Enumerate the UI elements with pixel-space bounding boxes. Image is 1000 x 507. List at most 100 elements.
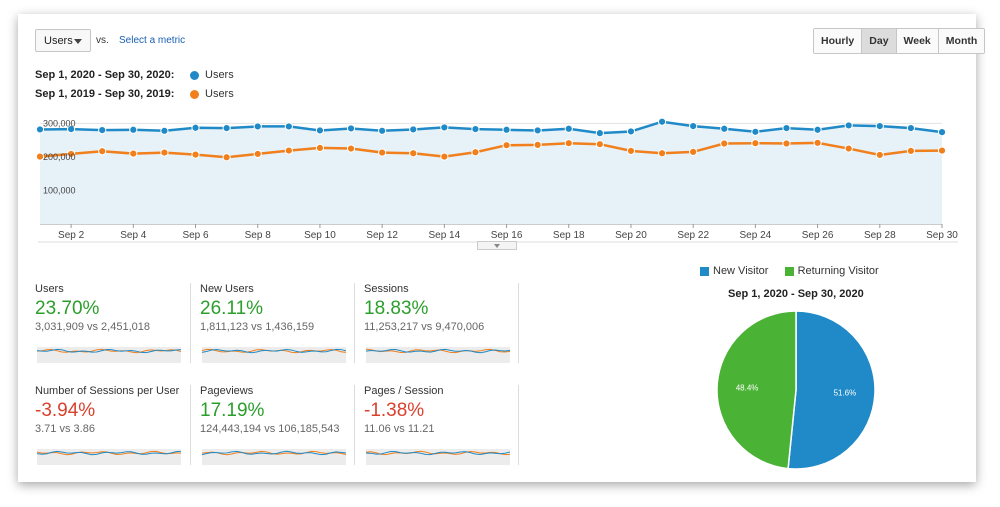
data-point-current[interactable] (875, 121, 884, 131)
data-point-previous[interactable] (595, 140, 604, 149)
data-point-current[interactable] (284, 122, 293, 131)
data-point-current[interactable] (720, 124, 729, 133)
data-point-previous[interactable] (875, 150, 884, 160)
sparkline-current (201, 348, 346, 354)
data-point-current[interactable] (564, 124, 573, 133)
data-point-current[interactable] (533, 126, 542, 135)
data-point-current[interactable] (689, 121, 698, 131)
scorecard-sparkline (201, 449, 346, 465)
data-point-current[interactable] (906, 124, 915, 133)
scorecard[interactable]: Pages / Session -1.38% 11.06 vs 11.21 (364, 385, 514, 465)
metric-dropdown[interactable]: Users (35, 29, 91, 52)
scorecard-sparkline (36, 347, 181, 363)
x-tick-label: Sep 12 (366, 230, 398, 241)
data-point-current[interactable] (813, 125, 822, 134)
granularity-day-button[interactable]: Day (861, 29, 896, 53)
data-point-previous[interactable] (720, 139, 729, 148)
select-metric-link[interactable]: Select a metric (119, 35, 186, 46)
granularity-toggle: Hourly Day Week Month (813, 28, 986, 54)
data-point-previous[interactable] (440, 152, 449, 161)
data-point-current[interactable] (782, 124, 791, 133)
data-point-previous[interactable] (67, 149, 76, 159)
sparkline-current (365, 348, 510, 354)
data-point-current[interactable] (657, 117, 667, 126)
granularity-hourly-button[interactable]: Hourly (814, 29, 862, 53)
data-point-previous[interactable] (502, 141, 511, 150)
scorecard-change-percent: 17.19% (200, 400, 265, 421)
data-point-previous[interactable] (191, 150, 200, 159)
x-tick-label: Sep 28 (864, 230, 896, 241)
data-point-previous[interactable] (253, 149, 262, 159)
legend-previous-label: Users (205, 88, 234, 100)
data-point-previous[interactable] (626, 146, 636, 156)
data-point-previous[interactable] (844, 144, 853, 153)
data-point-previous[interactable] (346, 144, 356, 153)
data-point-previous[interactable] (378, 148, 387, 157)
data-point-previous[interactable] (937, 146, 947, 155)
data-point-previous[interactable] (35, 152, 45, 161)
data-point-current[interactable] (315, 126, 325, 135)
users-line-chart: 300,000 200,000 100,000 Sep 2 Sep 4 Sep 6 Sep … (35, 117, 958, 243)
data-point-previous[interactable] (315, 143, 325, 152)
data-point-previous[interactable] (129, 149, 138, 158)
data-point-current[interactable] (502, 125, 511, 134)
legend-dot-previous (190, 89, 199, 99)
data-point-current[interactable] (222, 124, 231, 133)
scorecard[interactable]: New Users 26.11% 1,811,123 vs 1,436,159 (200, 283, 350, 363)
data-point-current[interactable] (626, 127, 636, 136)
data-point-current[interactable] (937, 128, 947, 137)
data-point-current[interactable] (595, 129, 604, 138)
data-point-previous[interactable] (689, 147, 698, 157)
scorecard[interactable]: Pageviews 17.19% 124,443,194 vs 106,185,54… (200, 385, 350, 465)
data-point-previous[interactable] (98, 147, 107, 156)
data-point-previous[interactable] (657, 149, 667, 158)
data-point-current[interactable] (160, 126, 169, 135)
scorecard[interactable]: Number of Sessions per User -3.94% 3.71 vs… (35, 385, 185, 465)
data-point-current[interactable] (378, 126, 387, 135)
chart-collapse-handle[interactable] (477, 241, 517, 250)
legend-swatch-new (700, 266, 709, 276)
scorecard[interactable]: Sessions 18.83% 11,253,217 vs 9,470,006 (364, 283, 514, 363)
series-line-previous (39, 141, 943, 159)
scorecard-change-percent: 26.11% (200, 298, 264, 319)
data-point-previous[interactable] (533, 140, 542, 149)
scorecard-comparison: 11,253,217 vs 9,470,006 (364, 321, 485, 333)
scorecard-comparison: 124,443,194 vs 106,185,543 (200, 423, 340, 435)
data-point-current[interactable] (844, 121, 853, 130)
y-tick-label: 100,000 (43, 185, 76, 195)
data-point-current[interactable] (440, 123, 449, 132)
data-point-current[interactable] (346, 124, 356, 133)
data-point-previous[interactable] (813, 138, 822, 147)
data-point-current[interactable] (191, 123, 200, 132)
x-tick-label: Sep 14 (428, 230, 460, 241)
data-point-previous[interactable] (751, 139, 760, 148)
data-point-previous[interactable] (160, 148, 169, 157)
scorecard-sparkline (36, 449, 181, 465)
scorecard-metric-name: Users (35, 283, 64, 295)
data-point-previous[interactable] (284, 146, 293, 155)
data-point-current[interactable] (67, 125, 76, 134)
sparkline-current (36, 450, 181, 456)
scorecard-metric-name: Sessions (364, 283, 409, 295)
data-point-current[interactable] (409, 125, 418, 134)
data-point-previous[interactable] (782, 139, 791, 148)
scorecard-change-percent: -1.38% (364, 400, 425, 421)
sparkline-bg (202, 449, 346, 465)
data-point-current[interactable] (35, 125, 45, 134)
legend-current-label: Users (205, 69, 234, 81)
data-point-previous[interactable] (409, 149, 418, 158)
data-point-current[interactable] (253, 122, 262, 131)
data-point-current[interactable] (751, 127, 760, 136)
sparkline-bg (366, 449, 510, 465)
data-point-current[interactable] (129, 125, 138, 134)
legend-new-visitor: New Visitor (713, 265, 769, 277)
data-point-previous[interactable] (471, 148, 480, 157)
data-point-current[interactable] (471, 125, 480, 134)
granularity-month-button[interactable]: Month (937, 29, 985, 53)
data-point-previous[interactable] (564, 139, 573, 148)
data-point-current[interactable] (98, 126, 107, 135)
data-point-previous[interactable] (906, 146, 915, 156)
scorecard[interactable]: Users 23.70% 3,031,909 vs 2,451,018 (35, 283, 185, 363)
granularity-week-button[interactable]: Week (895, 29, 938, 53)
data-point-previous[interactable] (222, 153, 231, 162)
